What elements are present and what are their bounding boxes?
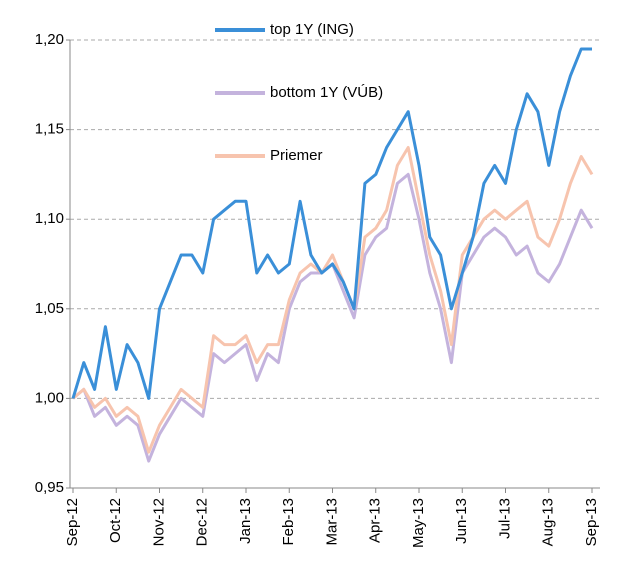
x-tick-label: Oct-12 (107, 498, 124, 543)
x-tick-label: Jan-13 (237, 498, 254, 544)
legend-label: top 1Y (ING) (270, 21, 354, 38)
x-tick-label: Feb-13 (280, 498, 297, 546)
series-line (71, 47, 592, 400)
y-tick-label: 1,05 (35, 300, 64, 317)
x-tick-label: Aug-13 (540, 498, 557, 546)
legend-label: Priemer (270, 147, 323, 164)
x-tick-label: May-13 (410, 498, 427, 548)
series-line (72, 146, 594, 454)
x-tick-label: Sep-12 (64, 498, 81, 546)
x-tick-label: Nov-12 (150, 498, 167, 546)
x-tick-label: Sep-13 (583, 498, 600, 546)
legend-label: bottom 1Y (VÚB) (270, 84, 383, 101)
y-tick-label: 0,95 (35, 479, 64, 496)
y-tick-label: 1,00 (35, 389, 64, 406)
y-tick-label: 1,20 (35, 31, 64, 48)
x-tick-label: Apr-13 (367, 498, 384, 543)
x-tick-label: Mar-13 (323, 498, 340, 546)
x-tick-label: Jun-13 (453, 498, 470, 544)
y-tick-label: 1,15 (35, 121, 64, 138)
x-tick-label: Jul-13 (496, 498, 513, 539)
x-tick-label: Dec-12 (194, 498, 211, 546)
series-line (72, 172, 594, 463)
y-tick-label: 1,10 (35, 210, 64, 227)
